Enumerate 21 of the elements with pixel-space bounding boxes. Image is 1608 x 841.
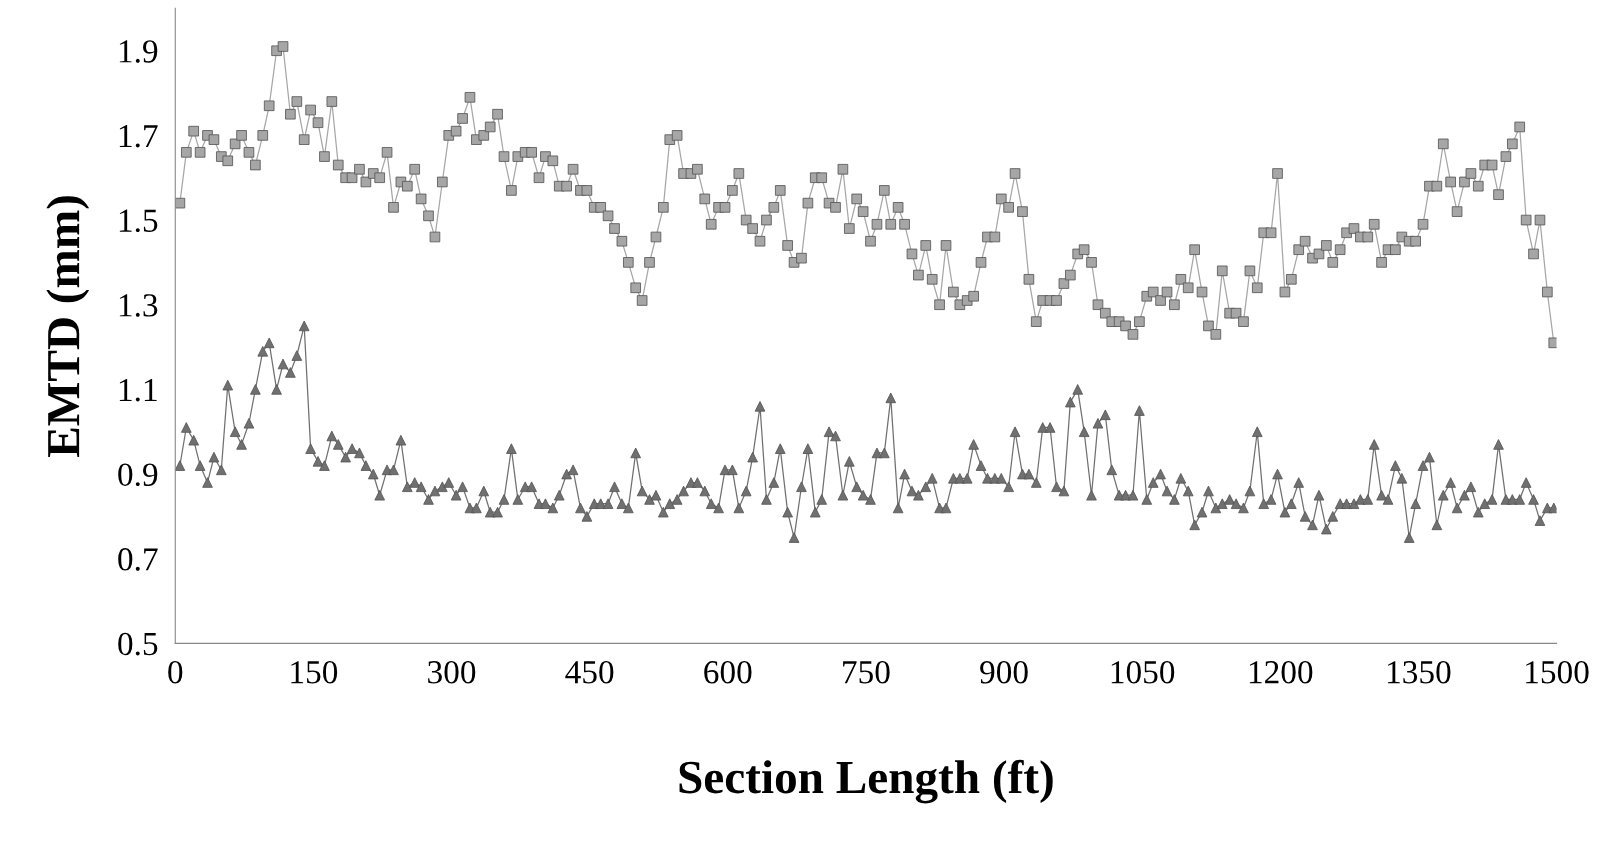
x-tick-label: 1500	[1526, 661, 1589, 684]
y-tick-label: 1.9	[119, 40, 158, 63]
x-tick-label: 150	[291, 661, 338, 684]
x-tick-label: 1350	[1388, 661, 1451, 684]
x-tick-label: 1200	[1249, 661, 1313, 684]
y-tick-label: 1.1	[119, 378, 157, 402]
x-axis-title: Section Length (ft)	[679, 759, 1053, 804]
y-axis-title: EMTD (mm)	[46, 196, 90, 457]
y-tick-label: 1.7	[119, 124, 158, 148]
y-tick-label: 1.3	[119, 294, 158, 317]
x-tick-label: 750	[843, 661, 890, 684]
x-tick-label: 300	[428, 661, 476, 684]
y-tick-label: 0.9	[118, 463, 158, 487]
x-tick-label: 600	[704, 661, 752, 684]
y-tick-label: 0.7	[118, 548, 158, 571]
y-tick-label: 0.5	[118, 632, 158, 656]
x-tick-label: 450	[565, 661, 614, 684]
y-tick-label: 1.5	[119, 209, 158, 233]
x-tick-label: 1050	[1111, 661, 1175, 684]
x-tick-label: 0	[168, 661, 183, 684]
x-tick-label: 900	[980, 661, 1028, 684]
